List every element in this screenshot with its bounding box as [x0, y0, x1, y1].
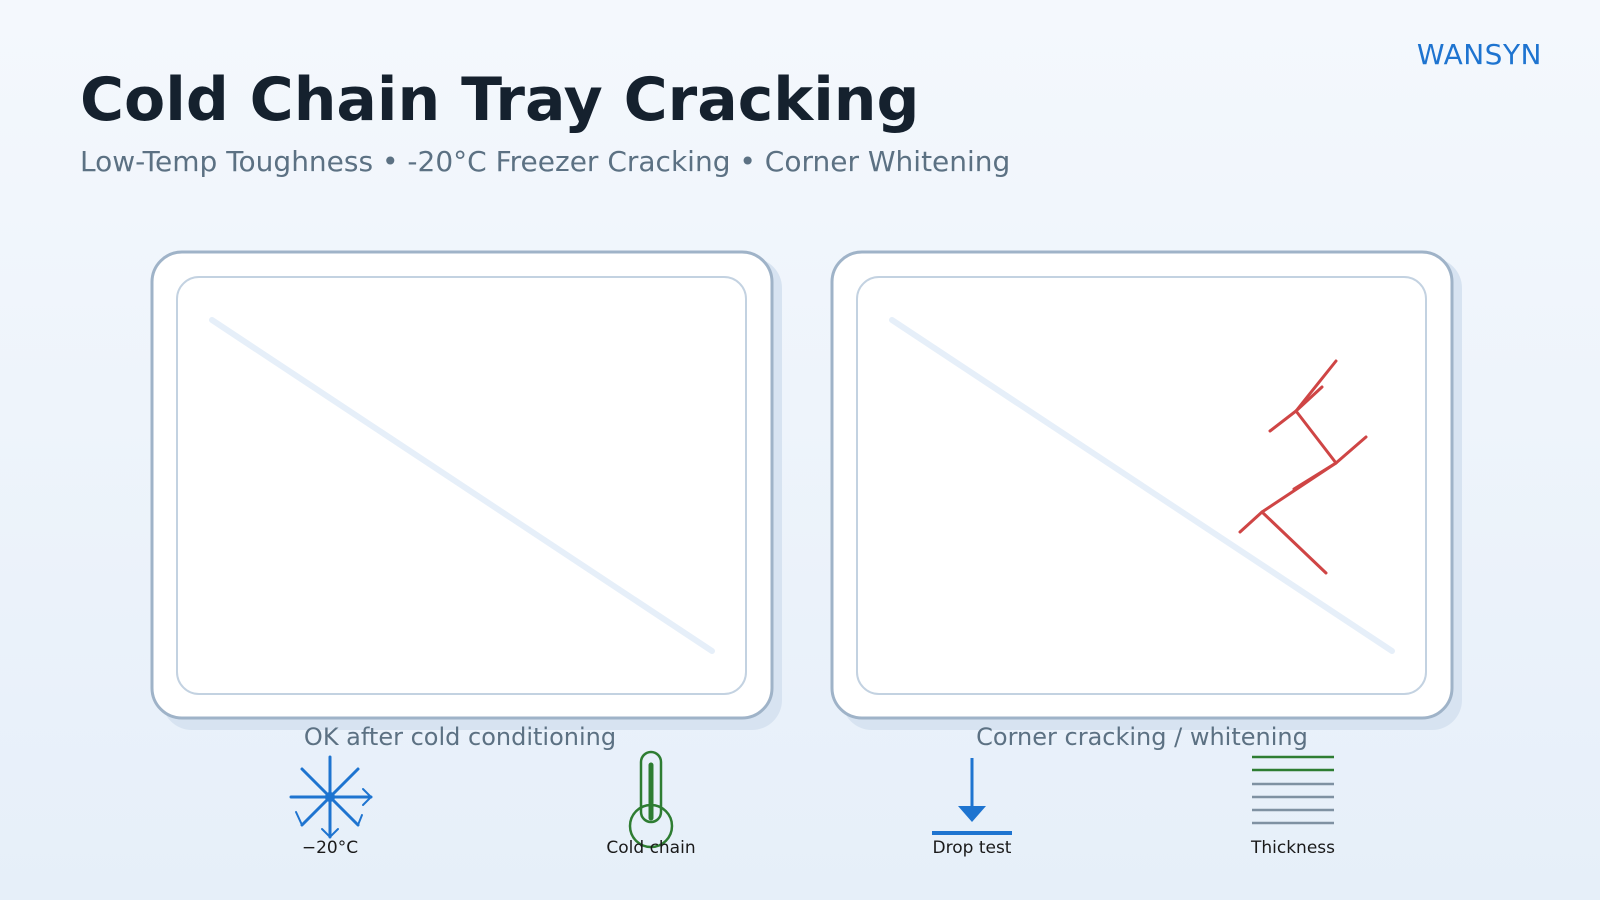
page-title: Cold Chain Tray Cracking [80, 65, 920, 135]
tray-ok [150, 250, 782, 730]
tray-cracked-caption: Corner cracking / whitening [976, 723, 1308, 751]
thickness-label: Thickness [1250, 838, 1335, 858]
crack-lines [1238, 359, 1368, 575]
tray-cracked [830, 250, 1462, 730]
page-subtitle: Low-Temp Toughness • -20°C Freezer Crack… [80, 145, 1011, 178]
thermometer-label: Cold chain [606, 838, 695, 858]
snowflake-icon [289, 755, 373, 839]
tray-ok-caption: OK after cold conditioning [304, 723, 616, 751]
brand-logo: WANSYN [1416, 38, 1542, 71]
drop-test-icon [932, 758, 1012, 835]
snowflake-label: −20°C [302, 838, 358, 858]
drop-test-label: Drop test [933, 838, 1012, 858]
thickness-icon [1252, 755, 1334, 825]
thermometer-icon [628, 750, 674, 849]
